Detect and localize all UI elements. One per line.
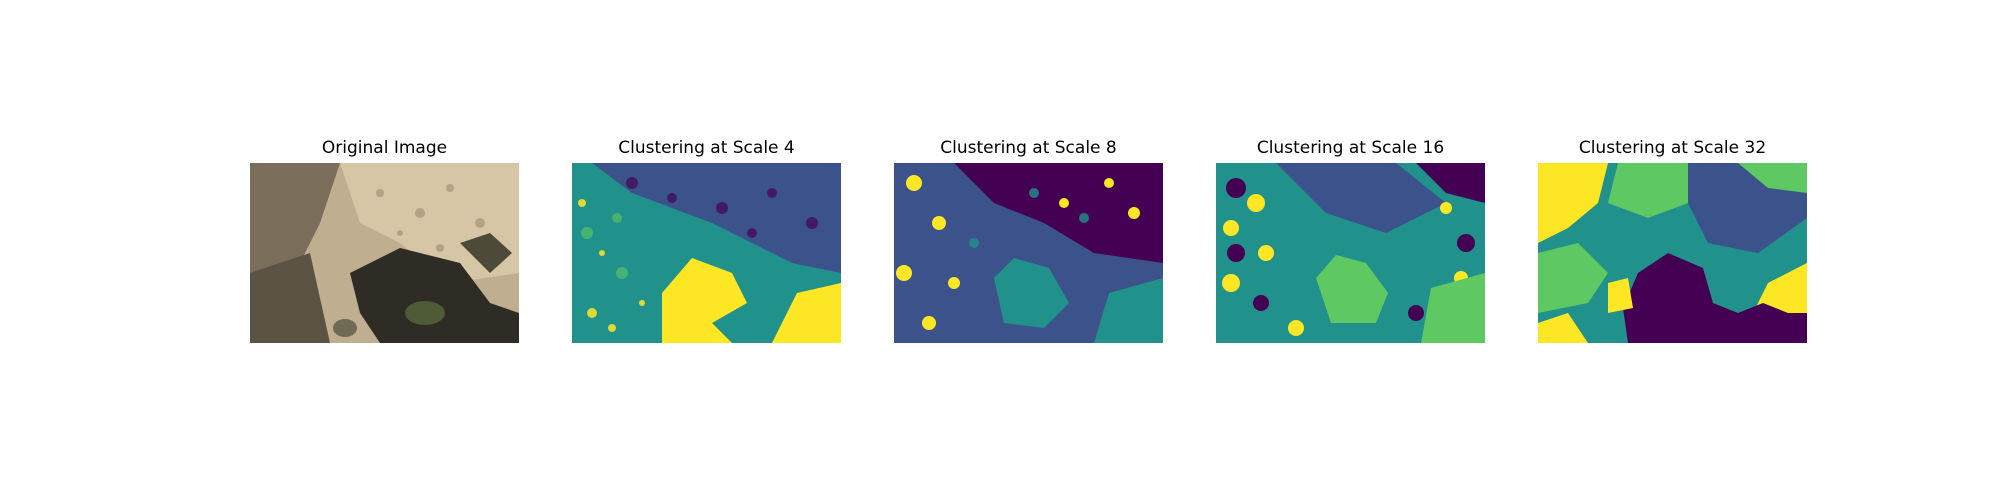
segmentation-map-scale-4 (572, 163, 841, 343)
original-image (250, 163, 519, 343)
panel-title: Clustering at Scale 8 (940, 138, 1117, 158)
panel-scale-8: Clustering at Scale 8 (894, 138, 1163, 344)
segmentation-map-scale-8 (894, 163, 1163, 343)
panel-scale-16: Clustering at Scale 16 (1216, 138, 1485, 344)
panel-original: Original Image (250, 138, 519, 344)
panel-scale-32: Clustering at Scale 32 (1538, 138, 1807, 344)
segmentation-map-scale-32 (1538, 163, 1807, 343)
panel-title: Original Image (321, 138, 448, 158)
panel-scale-4: Clustering at Scale 4 (572, 138, 841, 344)
panel-title: Clustering at Scale 16 (1256, 138, 1445, 158)
panel-title: Clustering at Scale 32 (1578, 138, 1767, 158)
panel-title: Clustering at Scale 4 (618, 138, 795, 158)
segmentation-map-scale-16 (1216, 163, 1485, 343)
